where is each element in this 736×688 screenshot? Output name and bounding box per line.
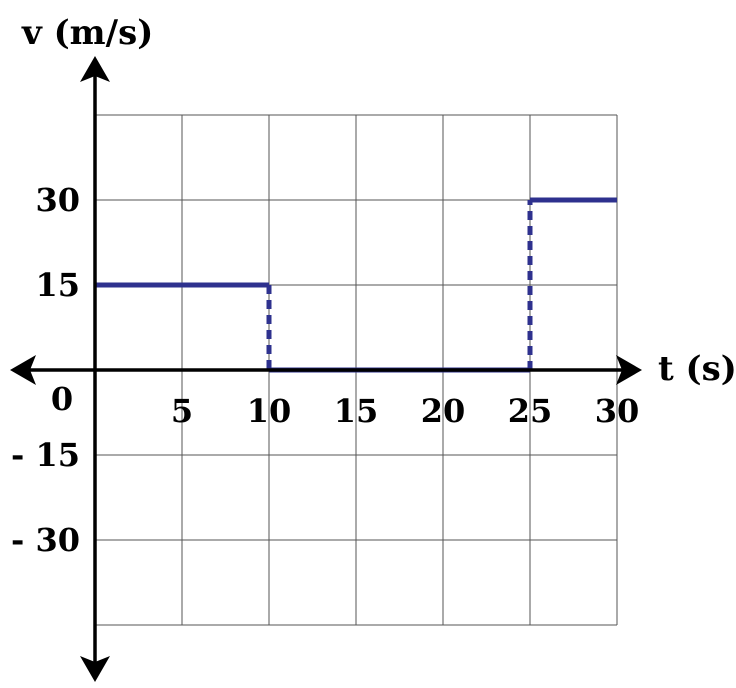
- y-tick-label: - 30: [11, 521, 80, 559]
- origin-label: 0: [51, 380, 73, 418]
- x-tick-label: 30: [595, 392, 640, 430]
- y-axis-label: v (m/s): [21, 13, 153, 53]
- y-axis-down-arrow: [80, 656, 110, 682]
- axes: [10, 56, 642, 682]
- x-axis-left-arrow: [10, 355, 36, 385]
- x-tick-label: 25: [508, 392, 553, 430]
- y-tick-label: 15: [35, 266, 80, 304]
- y-tick-label: - 15: [11, 436, 80, 474]
- x-tick-label: 15: [334, 392, 379, 430]
- x-tick-label: 20: [421, 392, 466, 430]
- labels: v (m/s) t (s) 0: [21, 13, 736, 418]
- x-tick-label: 10: [247, 392, 292, 430]
- x-axis-label: t (s): [658, 349, 736, 389]
- y-tick-labels: 30 15 - 15 - 30: [11, 181, 80, 559]
- x-tick-label: 5: [171, 392, 193, 430]
- x-axis-right-arrow: [616, 355, 642, 385]
- y-tick-label: 30: [35, 181, 80, 219]
- y-axis-up-arrow: [80, 56, 110, 82]
- x-tick-labels: 5 10 15 20 25 30: [171, 392, 639, 430]
